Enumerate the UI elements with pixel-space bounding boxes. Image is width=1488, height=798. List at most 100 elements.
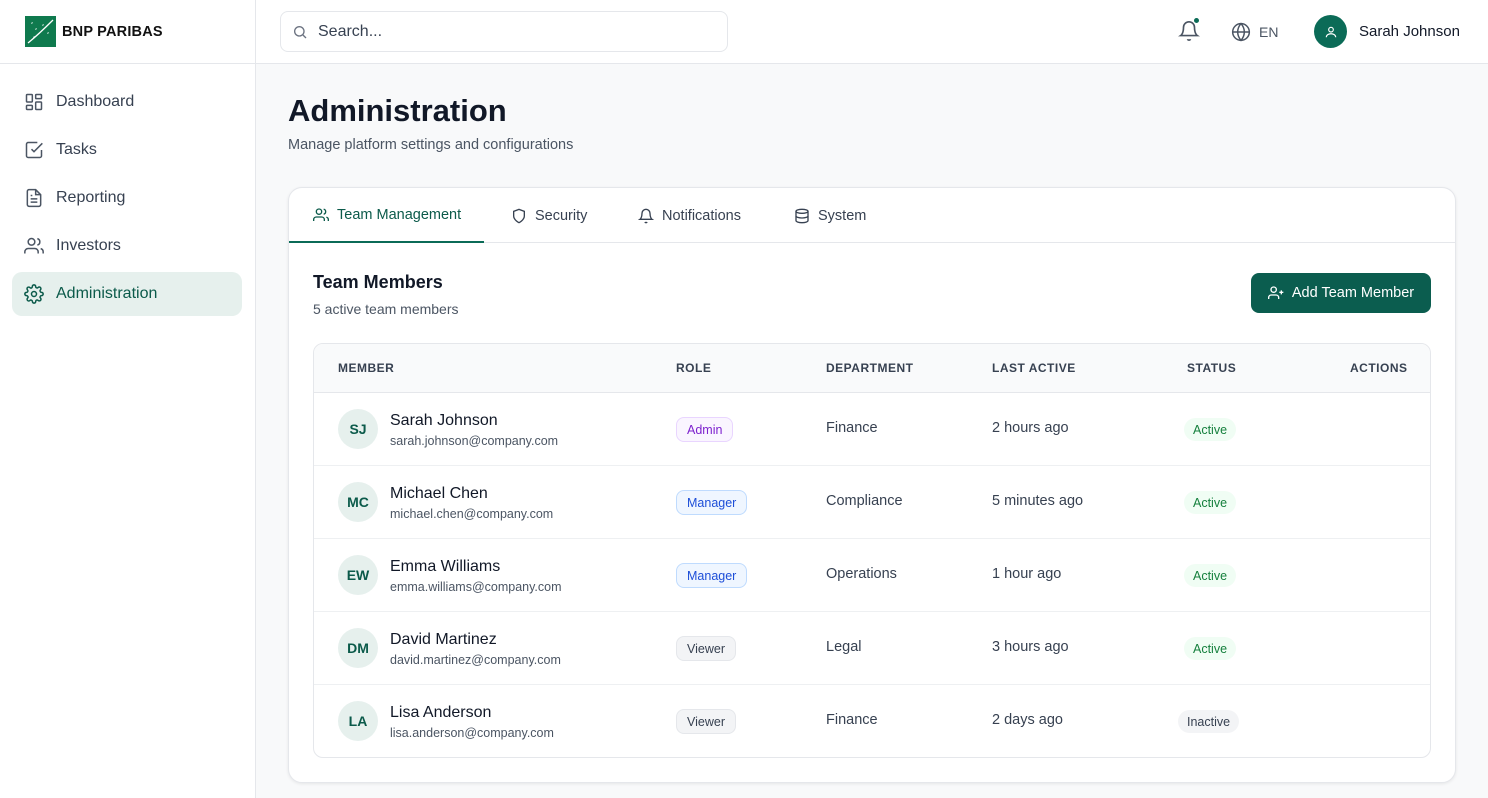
shield-icon — [511, 208, 527, 224]
tab-team-management[interactable]: Team Management — [289, 188, 485, 243]
sidebar-item-tasks[interactable]: Tasks — [12, 128, 242, 172]
users-icon — [313, 207, 329, 223]
member-avatar: EW — [338, 555, 378, 595]
sidebar-nav: Dashboard Tasks Reporting Investors Admi… — [0, 64, 255, 316]
section-title: Team Members — [313, 272, 443, 292]
member-last-active: 2 hours ago — [992, 420, 1069, 436]
brand-logo[interactable]: BNP PARIBAS — [0, 0, 255, 64]
sidebar-item-reporting[interactable]: Reporting — [12, 176, 242, 220]
table-row[interactable]: DM David Martinez david.martinez@company… — [314, 612, 1430, 685]
users-icon — [24, 236, 44, 256]
tab-system[interactable]: System — [794, 188, 866, 243]
role-badge: Viewer — [676, 709, 736, 734]
role-badge: Manager — [676, 563, 748, 588]
bell-icon — [638, 208, 654, 224]
table-row[interactable]: EW Emma Williams emma.williams@company.c… — [314, 539, 1430, 612]
column-header-role[interactable]: ROLE — [676, 361, 712, 375]
user-menu[interactable]: Sarah Johnson — [1314, 15, 1460, 48]
notification-dot — [1193, 17, 1200, 24]
column-header-actions: ACTIONS — [1350, 361, 1408, 375]
tab-notifications[interactable]: Notifications — [638, 188, 741, 243]
status-badge: Active — [1184, 637, 1237, 660]
user-plus-icon — [1267, 285, 1284, 301]
section-subtitle: 5 active team members — [313, 301, 459, 317]
tab-label: Security — [535, 207, 588, 224]
checkbox-icon — [24, 140, 44, 160]
member-name: David Martinez — [390, 631, 497, 648]
member-department: Legal — [826, 639, 862, 655]
sidebar-item-label: Tasks — [56, 141, 97, 158]
table-row[interactable]: SJ Sarah Johnson sarah.johnson@company.c… — [314, 393, 1430, 466]
sidebar-item-administration[interactable]: Administration — [12, 272, 242, 316]
member-last-active: 2 days ago — [992, 712, 1063, 728]
add-button-label: Add Team Member — [1291, 285, 1415, 301]
sidebar-item-label: Administration — [56, 285, 158, 302]
member-last-active: 3 hours ago — [992, 639, 1069, 655]
tab-security[interactable]: Security — [511, 188, 587, 243]
tab-label: Team Management — [337, 206, 462, 223]
dashboard-icon — [24, 92, 44, 112]
status-badge: Active — [1184, 491, 1237, 514]
member-avatar: SJ — [338, 409, 378, 449]
tab-label: System — [818, 207, 867, 224]
bell-icon — [1178, 20, 1200, 42]
sidebar-item-label: Investors — [56, 237, 121, 254]
sidebar-item-investors[interactable]: Investors — [12, 224, 242, 268]
member-email: sarah.johnson@company.com — [390, 434, 559, 448]
member-email: michael.chen@company.com — [390, 507, 554, 521]
member-department: Finance — [826, 420, 878, 436]
brand-name: BNP PARIBAS — [62, 23, 163, 40]
user-name: Sarah Johnson — [1359, 23, 1460, 40]
table-row[interactable]: MC Michael Chen michael.chen@company.com… — [314, 466, 1430, 539]
member-avatar: DM — [338, 628, 378, 668]
member-name: Sarah Johnson — [390, 412, 498, 429]
add-team-member-button[interactable]: Add Team Member — [1251, 273, 1431, 313]
column-header-status[interactable]: STATUS — [1187, 361, 1237, 375]
admin-card: Team Management Security Notifications S… — [288, 187, 1456, 783]
search-box[interactable] — [280, 11, 728, 52]
topbar: EN Sarah Johnson — [256, 0, 1488, 64]
status-badge: Active — [1184, 418, 1237, 441]
member-department: Operations — [826, 566, 897, 582]
language-selector[interactable]: EN — [1231, 20, 1278, 44]
sidebar-item-label: Dashboard — [56, 93, 135, 110]
member-email: lisa.anderson@company.com — [390, 726, 554, 740]
member-department: Compliance — [826, 493, 903, 509]
sidebar: BNP PARIBAS Dashboard Tasks Reporting In… — [0, 0, 256, 798]
role-badge: Admin — [676, 417, 734, 442]
table-row[interactable]: LA Lisa Anderson lisa.anderson@company.c… — [314, 685, 1430, 757]
tab-bar: Team Management Security Notifications S… — [289, 188, 1455, 243]
column-header-department[interactable]: DEPARTMENT — [826, 361, 914, 375]
column-header-last-active[interactable]: LAST ACTIVE — [992, 361, 1076, 375]
search-input[interactable] — [318, 22, 698, 41]
member-last-active: 5 minutes ago — [992, 493, 1084, 509]
language-label: EN — [1259, 24, 1279, 40]
member-department: Finance — [826, 712, 878, 728]
user-icon — [1324, 25, 1338, 39]
status-badge: Inactive — [1178, 710, 1240, 733]
tab-label: Notifications — [662, 207, 741, 224]
page-subtitle: Manage platform settings and configurati… — [288, 137, 574, 153]
search-icon — [292, 24, 308, 40]
database-icon — [794, 208, 810, 224]
column-header-member[interactable]: MEMBER — [338, 361, 395, 375]
member-avatar: LA — [338, 701, 378, 741]
sidebar-item-label: Reporting — [56, 189, 126, 206]
document-icon — [24, 188, 44, 208]
member-avatar: MC — [338, 482, 378, 522]
table-header: MEMBER ROLE DEPARTMENT LAST ACTIVE STATU… — [314, 344, 1430, 393]
member-name: Lisa Anderson — [390, 704, 492, 721]
member-email: emma.williams@company.com — [390, 580, 562, 594]
sidebar-item-dashboard[interactable]: Dashboard — [12, 80, 242, 124]
gear-icon — [24, 284, 44, 304]
role-badge: Manager — [676, 490, 748, 515]
status-badge: Active — [1184, 564, 1237, 587]
page-title: Administration — [288, 93, 507, 128]
member-email: david.martinez@company.com — [390, 653, 561, 667]
member-name: Emma Williams — [390, 558, 501, 575]
team-table: MEMBER ROLE DEPARTMENT LAST ACTIVE STATU… — [313, 343, 1431, 758]
globe-icon — [1231, 22, 1251, 42]
member-last-active: 1 hour ago — [992, 566, 1062, 582]
role-badge: Viewer — [676, 636, 736, 661]
notifications-button[interactable] — [1178, 17, 1200, 42]
